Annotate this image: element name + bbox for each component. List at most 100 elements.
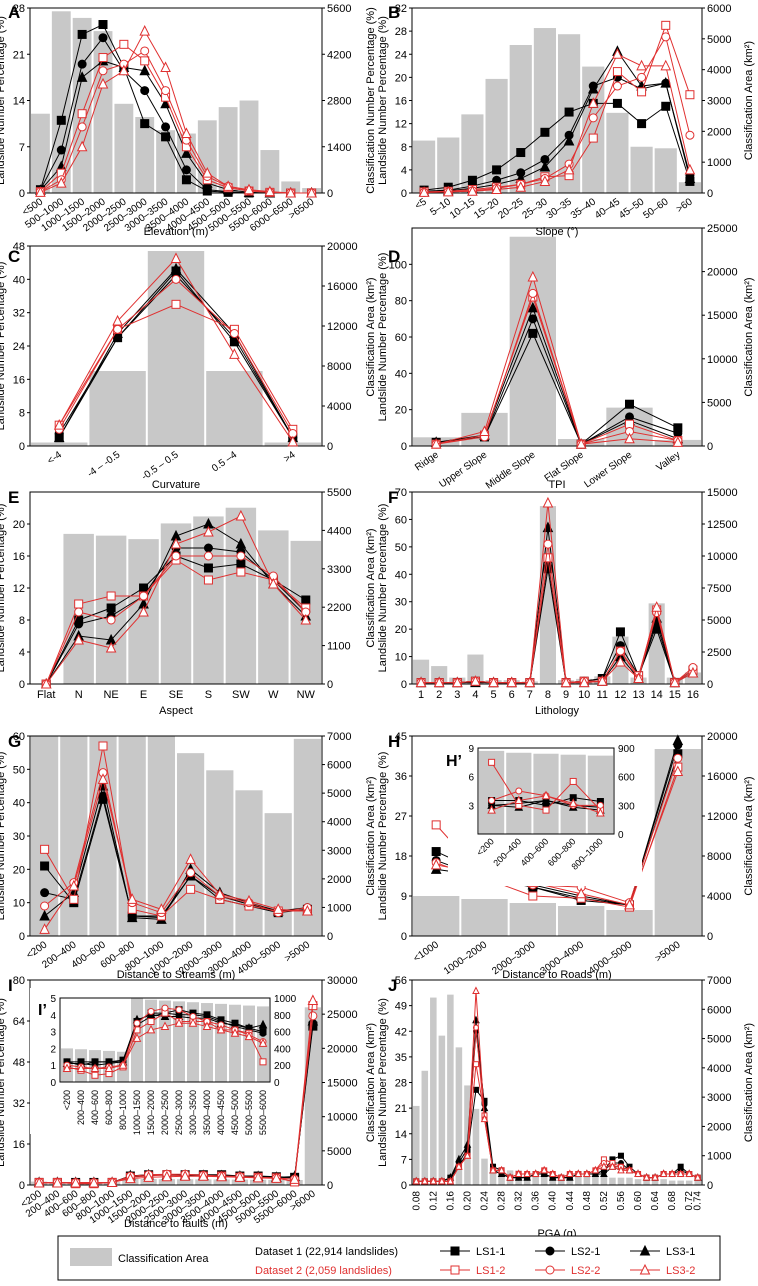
point-ls1-2-7 [588,133,598,143]
point-ls3-1-6 [563,134,575,146]
bar-b-1 [437,137,460,193]
point-ls1-2-10 [661,20,671,30]
series-line-ls3-2 [421,502,694,684]
point-ls1-2-7 [543,553,553,563]
inset-point-ls3-2-14 [258,1038,268,1047]
bar-g-5 [177,753,205,936]
point-ls2-2-5 [186,868,196,878]
inset-point-ls3-2-6 [146,1024,156,1034]
y-tick-label: 0 [401,188,407,200]
legend-label-ls2-1: LS2-1 [571,1246,600,1258]
series-line-ls3-2 [416,990,698,1182]
inset-point-ls2-2-4 [596,801,604,809]
point-ls3-2-5 [185,853,196,864]
point-ls1-1-5 [540,127,550,137]
y2-tick-label: 5600 [327,3,351,15]
series-line-ls2-2 [44,772,308,914]
y2-tick-label: 0 [707,931,713,943]
x-axis-label: Distance to Roads (m) [502,969,611,981]
bar-j-9 [489,1167,497,1185]
point-ls2-2-10 [661,32,671,42]
y2-tick-label: 30000 [327,975,358,987]
point-ls1-2-0 [40,844,50,854]
point-ls3-2-7 [181,127,192,139]
bar-j-33 [694,1180,701,1185]
point-ls2-2-5 [140,46,150,56]
bar-c-3 [206,371,263,446]
inset-point-ls3-2-2 [90,1063,100,1073]
point-ls3-2-4 [515,181,527,192]
point-ls3-2-7 [268,577,279,589]
inset-point-ls1-2-2 [91,1071,99,1079]
inset-point-ls3-1-14 [258,1019,268,1029]
point-ls3-2-2 [76,140,88,152]
y-tick-label: 21 [13,49,25,61]
point-ls3-2-8 [272,903,284,914]
y2-axis-label: Classification Area (km²) [743,41,755,160]
x-axis-label: Curvature [152,479,200,491]
y2-tick-label: 15000 [707,310,738,322]
y-axis-label-secondary: Classification Area (km²) [365,277,377,396]
bar-j-21 [592,1176,599,1185]
y-tick-label: 28 [13,3,25,15]
x-axis-label: Distance to faults (m) [124,1218,228,1230]
point-ls3-2-0 [412,1176,421,1185]
point-ls3-2-14 [289,1173,300,1184]
x-tick-label: 15 [669,689,681,701]
point-ls1-2-2 [171,299,181,309]
inset-bar [229,1004,241,1082]
inset-y-tick-label: 1 [50,1061,56,1072]
panel-label: J [388,976,397,995]
x-tick-label: >5000 [653,939,683,964]
y-tick-label: 45 [395,731,407,743]
y-axis-label-secondary: Classification Area (km²) [365,1023,377,1142]
bar-j-23 [609,1177,616,1185]
bar-j-7 [472,1108,480,1185]
x-tick-label: 14 [651,689,663,701]
y-tick-label: 16 [13,374,25,386]
point-ls3-1-6 [235,537,247,549]
y2-tick-label: 4000 [707,891,731,903]
point-ls2-2-2 [528,288,538,298]
point-ls3-1-21 [591,1169,600,1178]
point-ls1-1-8 [301,595,311,605]
point-ls3-2-1 [420,1176,429,1185]
inset-x-tick-label: 2500–3000 [174,1090,184,1135]
legend-label-ls3-1: LS3-1 [666,1246,695,1258]
y-tick-label: 12 [395,119,407,131]
bar-j-3 [438,1035,446,1185]
y-tick-label: 40 [13,798,25,810]
inset-y2-tick-label: 600 [618,773,635,784]
point-ls3-2-15 [307,994,319,1005]
bar-j-20 [583,1176,591,1185]
x-tick-label: >60 [674,196,695,215]
bar-j-2 [430,997,437,1185]
y-tick-label: 40 [395,368,407,380]
y-axis-label: Landslide Number Percentage (%) [0,262,7,431]
point-ls3-2-13 [651,601,662,612]
point-ls2-2-7 [588,113,598,123]
x-tick-label: Flat [37,689,55,701]
x-tick-label: -0.5 – 0.5 [140,449,181,482]
point-ls3-2-9 [198,1170,209,1181]
y2-tick-label: 20000 [327,241,358,253]
point-ls1-1-5 [140,119,150,129]
point-ls3-2-7 [161,1170,173,1182]
x-tick-label: N [75,689,83,701]
bar-j-29 [660,1179,667,1185]
y2-tick-label: 1100 [327,641,351,653]
x-tick-label: W [268,689,279,701]
inset-point-ls3-2-1 [514,795,524,805]
x-tick-label: 35–40 [569,196,598,221]
bar-i-6 [140,1179,157,1185]
y2-tick-label: 12000 [707,811,738,823]
point-ls3-2-5 [125,1172,136,1184]
point-ls3-2-3 [438,1176,446,1185]
x-tick-label: 6 [509,689,515,701]
y2-axis-label: Classification Area (km²) [743,776,755,895]
point-ls3-2-4 [488,676,499,688]
y2-tick-label: 7000 [327,731,351,743]
x-tick-label: SE [169,689,184,701]
inset-y-tick-label: 6 [468,773,474,784]
